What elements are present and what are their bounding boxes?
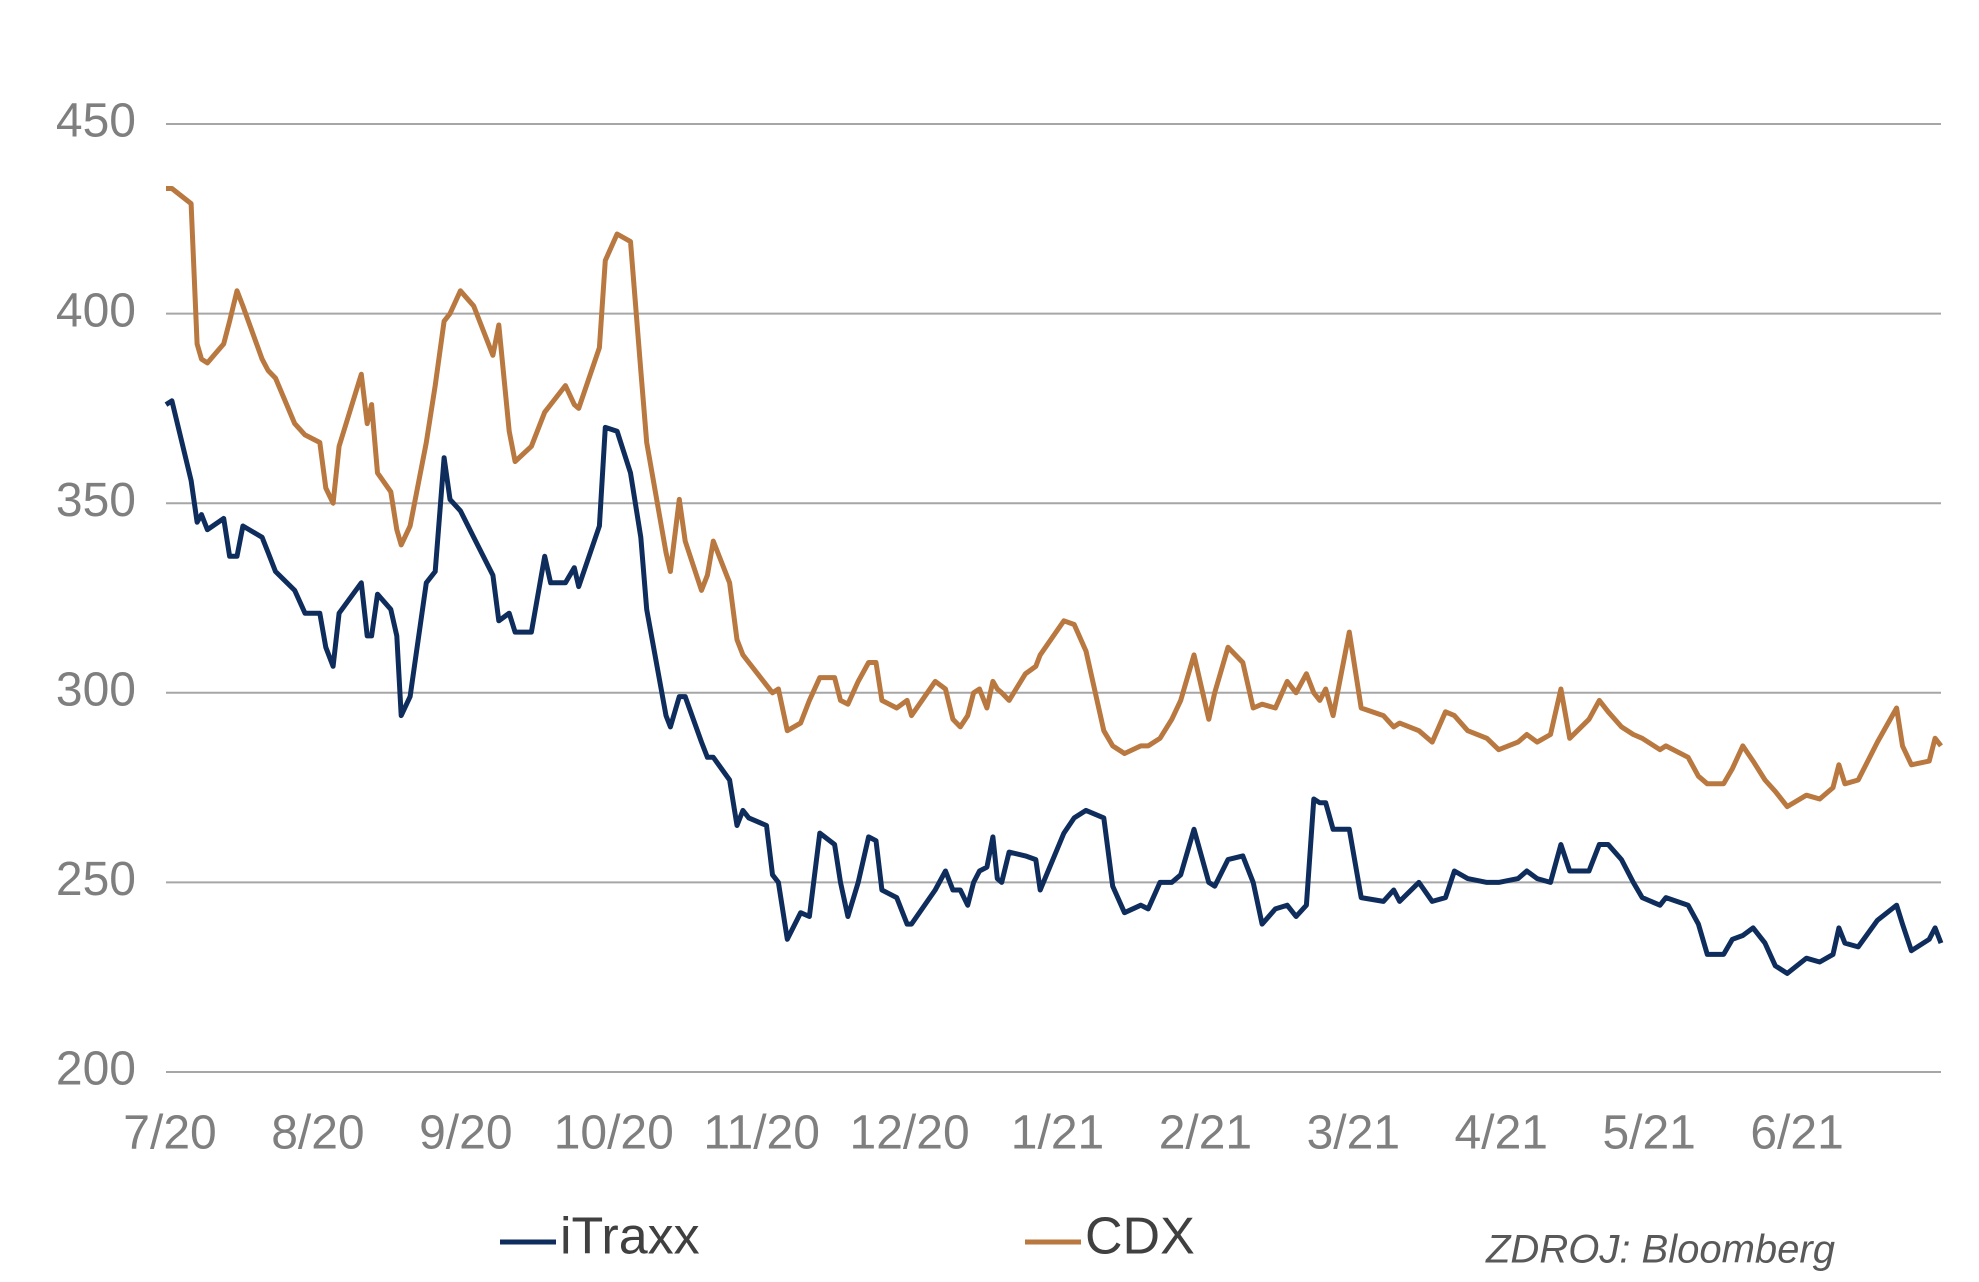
x-tick-label: 3/21 (1307, 1107, 1400, 1160)
x-tick-label: 2/21 (1159, 1107, 1252, 1160)
x-tick-label: 1/21 (1011, 1107, 1104, 1160)
x-tick-label: 12/20 (850, 1107, 970, 1160)
x-tick-label: 5/21 (1602, 1107, 1695, 1160)
legend-label: iTraxx (560, 1208, 700, 1266)
x-tick-label: 8/20 (271, 1107, 364, 1160)
source-note: ZDROJ: Bloomberg (1485, 1228, 1835, 1272)
x-tick-label: 9/20 (419, 1107, 512, 1160)
series-line (164, 398, 1944, 976)
series-line (166, 186, 1943, 810)
x-tick-label: 6/21 (1750, 1107, 1843, 1160)
x-tick-label: 4/21 (1455, 1107, 1548, 1160)
x-tick-label: 11/20 (703, 1107, 820, 1160)
y-tick-label: 450 (56, 95, 136, 148)
x-tick-label: 7/20 (123, 1107, 216, 1160)
y-tick-label: 200 (56, 1043, 136, 1096)
y-tick-label: 400 (56, 284, 136, 337)
x-tick-label: 10/20 (554, 1107, 674, 1160)
y-tick-label: 350 (56, 474, 136, 527)
y-tick-label: 250 (56, 853, 136, 906)
y-tick-label: 300 (56, 663, 136, 716)
legend-label: CDX (1085, 1208, 1195, 1266)
